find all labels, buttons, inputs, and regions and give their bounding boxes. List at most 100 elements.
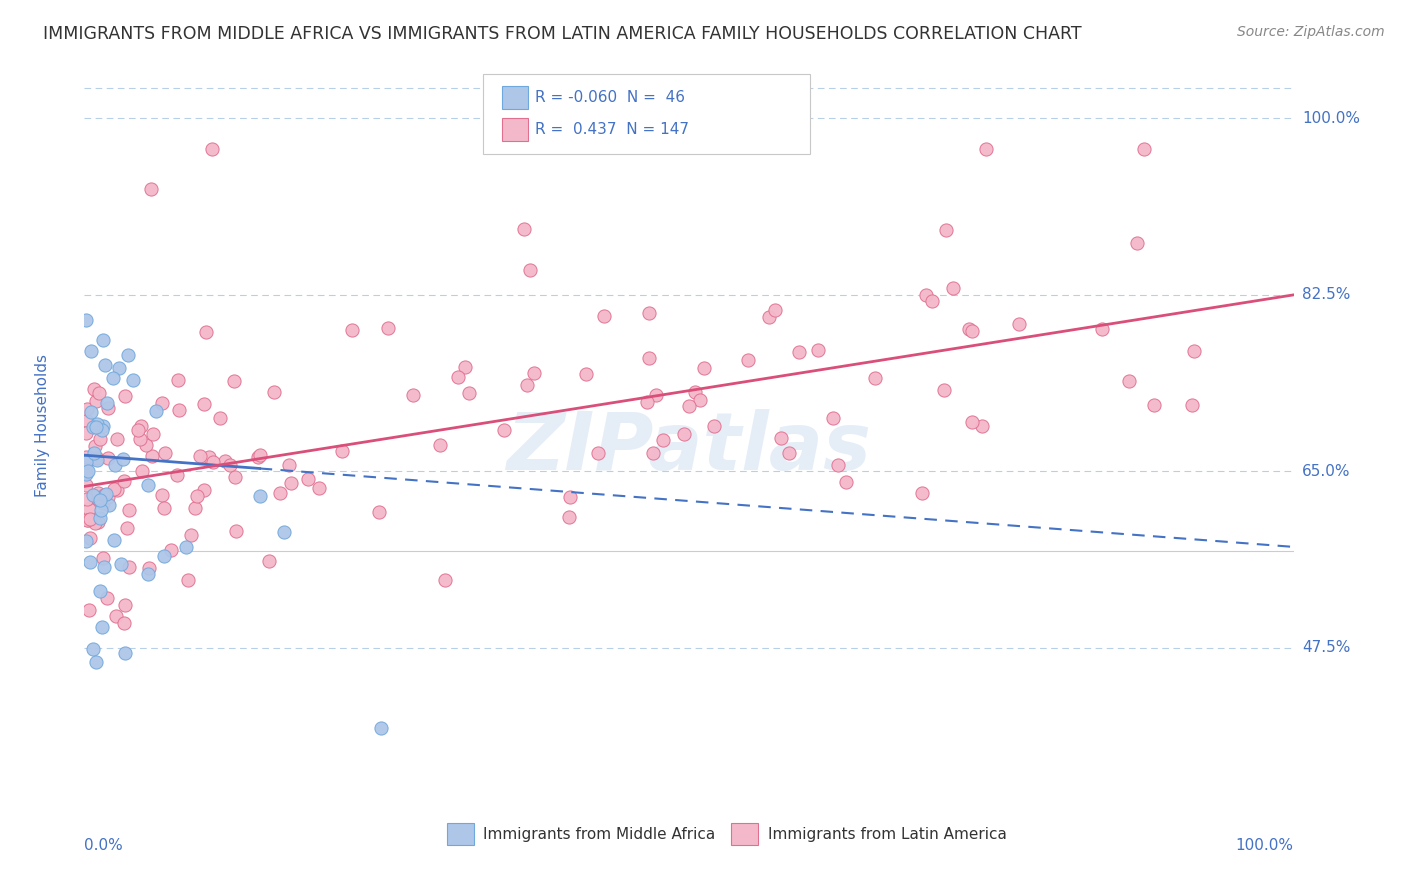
Point	[273, 524, 295, 539]
Point	[787, 345, 810, 359]
Point	[75, 413, 97, 427]
Text: 0.0%: 0.0%	[84, 838, 124, 853]
Point	[865, 371, 887, 385]
Point	[75, 467, 97, 481]
Point	[89, 583, 111, 598]
Text: IMMIGRANTS FROM MIDDLE AFRICA VS IMMIGRANTS FROM LATIN AMERICA FAMILY HOUSEHOLDS: IMMIGRANTS FROM MIDDLE AFRICA VS IMMIGRA…	[44, 25, 1081, 43]
Point	[454, 359, 477, 374]
Point	[935, 222, 957, 236]
Text: Family Households: Family Households	[35, 354, 49, 498]
FancyBboxPatch shape	[484, 74, 810, 153]
Point	[75, 533, 97, 548]
Point	[807, 343, 830, 358]
Point	[77, 502, 100, 516]
Point	[93, 488, 115, 502]
Point	[1182, 343, 1205, 358]
Point	[121, 373, 143, 387]
Point	[703, 419, 725, 434]
Point	[457, 386, 479, 401]
Point	[76, 513, 98, 527]
Point	[960, 324, 983, 338]
Point	[86, 655, 108, 669]
Point	[257, 554, 280, 568]
Point	[94, 486, 117, 500]
Point	[683, 384, 706, 399]
Point	[87, 492, 110, 507]
Point	[914, 288, 936, 302]
Point	[75, 478, 97, 492]
Point	[974, 142, 997, 156]
Point	[97, 450, 120, 465]
Point	[83, 439, 105, 453]
Point	[167, 403, 190, 417]
Point	[89, 432, 111, 446]
Point	[105, 483, 128, 497]
Point	[114, 598, 136, 612]
Point	[263, 385, 285, 400]
Point	[194, 325, 217, 339]
Point	[174, 540, 197, 554]
Point	[101, 370, 124, 384]
Point	[117, 348, 139, 362]
Point	[202, 455, 225, 469]
Point	[97, 498, 120, 512]
Point	[198, 450, 221, 464]
Point	[83, 516, 105, 531]
Point	[118, 503, 141, 517]
Point	[1007, 317, 1029, 331]
Point	[638, 351, 661, 365]
Point	[76, 313, 98, 327]
Point	[89, 492, 111, 507]
Point	[142, 427, 165, 442]
FancyBboxPatch shape	[502, 118, 529, 141]
Point	[84, 394, 107, 409]
Point	[160, 542, 183, 557]
Point	[827, 458, 849, 473]
Point	[278, 458, 301, 472]
Point	[370, 722, 392, 736]
Point	[87, 385, 110, 400]
Text: R =  0.437  N = 147: R = 0.437 N = 147	[536, 122, 689, 136]
Point	[921, 294, 943, 309]
Point	[638, 306, 661, 320]
Point	[678, 400, 700, 414]
Point	[494, 423, 516, 437]
Point	[86, 453, 108, 467]
Point	[155, 446, 177, 460]
Point	[80, 405, 103, 419]
Point	[402, 388, 425, 402]
Text: Immigrants from Middle Africa: Immigrants from Middle Africa	[484, 827, 716, 842]
Point	[89, 511, 111, 525]
Point	[82, 488, 104, 502]
Point	[193, 397, 215, 411]
Point	[84, 420, 107, 434]
Point	[110, 558, 132, 572]
Point	[94, 358, 117, 372]
Point	[129, 418, 152, 433]
Point	[342, 323, 364, 337]
Point	[91, 333, 114, 347]
Point	[689, 393, 711, 408]
Point	[219, 458, 242, 472]
Point	[76, 402, 98, 417]
Point	[188, 450, 211, 464]
Text: 100.0%: 100.0%	[1236, 838, 1294, 853]
Point	[249, 490, 271, 504]
Point	[114, 389, 136, 403]
Point	[75, 455, 97, 469]
Point	[90, 503, 112, 517]
Point	[115, 521, 138, 535]
Point	[1091, 322, 1114, 336]
Point	[672, 427, 695, 442]
Point	[224, 470, 246, 484]
Point	[76, 513, 98, 527]
Point	[96, 396, 118, 410]
Point	[127, 423, 149, 437]
Point	[97, 490, 120, 504]
Point	[87, 515, 110, 529]
Point	[90, 423, 112, 437]
Point	[778, 446, 800, 460]
Point	[145, 404, 167, 418]
Point	[91, 496, 114, 510]
Point	[86, 417, 108, 431]
